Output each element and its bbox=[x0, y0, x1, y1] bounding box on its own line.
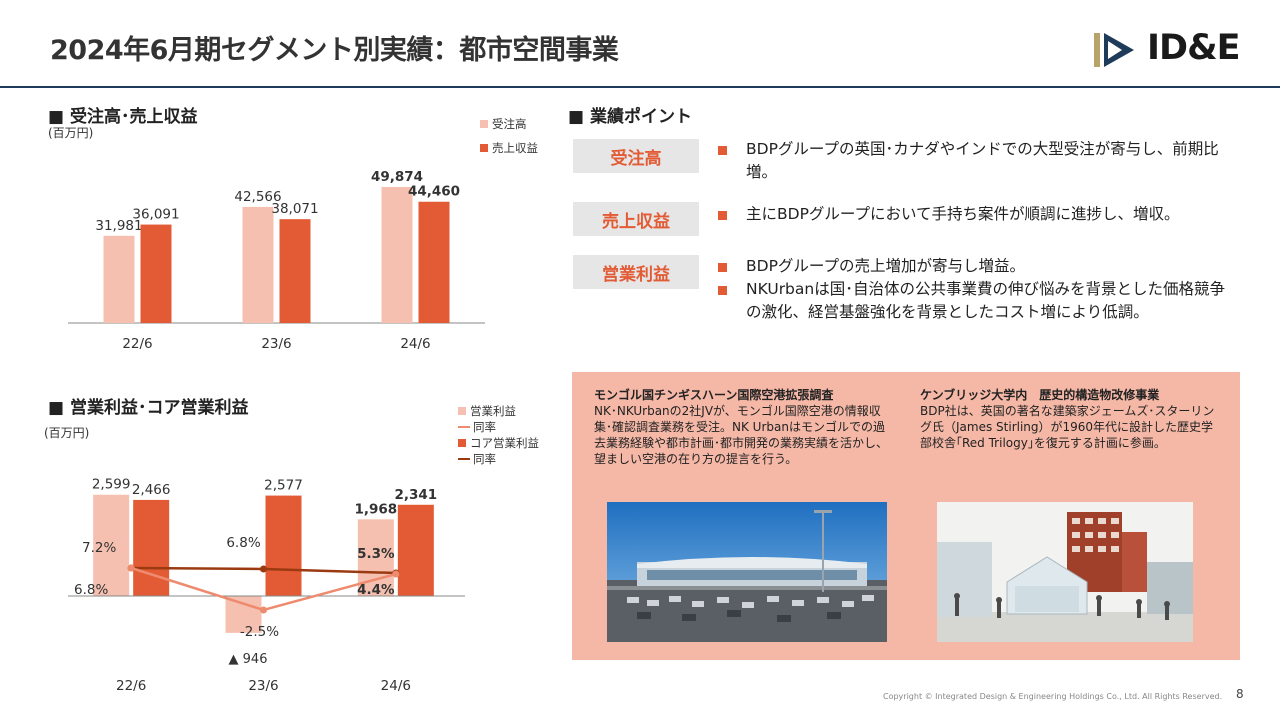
data-label: 2,341 bbox=[394, 487, 437, 503]
legend-swatch bbox=[480, 144, 488, 152]
case-title: モンゴル国チンギスハーン国際空港拡張調査 bbox=[594, 388, 834, 402]
copyright: Copyright © Integrated Design & Engineer… bbox=[883, 692, 1223, 701]
legend-label: 同率 bbox=[473, 452, 496, 466]
sales-bar bbox=[279, 219, 311, 323]
rate-point bbox=[260, 565, 267, 573]
orders-sales-heading: ■ 受注高･売上収益 bbox=[48, 107, 198, 127]
point-label-sales: 売上収益 bbox=[573, 202, 699, 236]
airport-photo bbox=[607, 502, 887, 642]
point-sales: 主にBDPグループにおいて手持ち案件が順調に進捗し、増収。 bbox=[718, 203, 1238, 226]
op-bar bbox=[93, 494, 130, 596]
cambridge-rendering bbox=[937, 502, 1193, 642]
bullet-icon bbox=[718, 146, 727, 155]
legend-sales: 売上収益 bbox=[480, 140, 538, 156]
legend-label: 受注高 bbox=[492, 117, 527, 131]
legend-swatch bbox=[458, 407, 466, 415]
profit-legend: 営業利益 同率 コア営業利益 同率 bbox=[458, 403, 539, 467]
legend-label: 売上収益 bbox=[492, 141, 538, 155]
sales-bar bbox=[140, 224, 172, 323]
profit-heading: ■ 営業利益･コア営業利益 bbox=[48, 398, 249, 418]
legend-label: 営業利益 bbox=[470, 404, 516, 418]
x-tick-label: 22/6 bbox=[122, 336, 152, 352]
title-divider bbox=[0, 86, 1280, 88]
orders-bar bbox=[103, 235, 135, 323]
data-label: 2,599 bbox=[92, 477, 131, 493]
x-tick-label: 24/6 bbox=[400, 336, 430, 352]
data-label: 2,466 bbox=[132, 482, 171, 498]
data-label: 2,577 bbox=[264, 478, 303, 494]
orders-sales-unit: (百万円) bbox=[48, 126, 94, 140]
data-label: 42,566 bbox=[234, 189, 281, 205]
point-orders: BDPグループの英国･カナダやインドでの大型受注が寄与し、前期比増。 bbox=[718, 138, 1238, 184]
op-bar bbox=[225, 596, 262, 633]
case-title: ケンブリッジ大学内 歴史的構造物改修事業 bbox=[920, 388, 1160, 402]
x-tick-label: 22/6 bbox=[116, 678, 146, 694]
case-cambridge: ケンブリッジ大学内 歴史的構造物改修事業 BDP社は、英国の著名な建築家ジェーム… bbox=[920, 387, 1215, 451]
core-bar bbox=[133, 499, 170, 596]
legend-label: コア営業利益 bbox=[470, 436, 539, 450]
data-label: 38,071 bbox=[271, 201, 318, 217]
rate-label: 7.2% bbox=[82, 540, 116, 556]
data-label: 31,981 bbox=[95, 218, 142, 234]
case-body: BDP社は、英国の著名な建築家ジェームズ･スターリング氏（James Stirl… bbox=[920, 404, 1215, 450]
point-label-orders: 受注高 bbox=[573, 139, 699, 173]
company-logo bbox=[1094, 33, 1134, 67]
legend-op-rate: 同率 bbox=[458, 419, 539, 435]
bullet-icon bbox=[718, 211, 727, 220]
point-text: 主にBDPグループにおいて手持ち案件が順調に進捗し、増収。 bbox=[746, 205, 1180, 223]
core-bar bbox=[397, 504, 434, 596]
legend-line bbox=[458, 458, 470, 460]
legend-line bbox=[458, 426, 470, 428]
legend-op: 営業利益 bbox=[458, 403, 539, 419]
x-tick-label: 23/6 bbox=[261, 336, 291, 352]
data-label: 49,874 bbox=[371, 169, 423, 185]
point-label-profit: 営業利益 bbox=[573, 255, 699, 289]
x-tick-label: 23/6 bbox=[248, 678, 278, 694]
x-tick-label: 24/6 bbox=[381, 678, 411, 694]
data-label: 36,091 bbox=[132, 207, 179, 223]
rate-point bbox=[260, 606, 267, 614]
point-profit-2: NKUrbanは国･自治体の公共事業費の伸び悩みを背景とした価格競争の激化、経営… bbox=[718, 278, 1238, 324]
data-label: 1,968 bbox=[354, 501, 397, 517]
legend-swatch bbox=[480, 120, 488, 128]
sales-bar bbox=[418, 201, 450, 323]
case-mongolia: モンゴル国チンギスハーン国際空港拡張調査 NK･NKUrbanの2社JVが、モン… bbox=[594, 387, 894, 467]
point-profit-1: BDPグループの売上増加が寄与し増益。 bbox=[718, 255, 1238, 278]
bullet-icon bbox=[718, 286, 727, 295]
data-label: 44,460 bbox=[408, 184, 460, 200]
page-title: 2024年6月期セグメント別実績：都市空間事業 bbox=[50, 35, 619, 66]
rate-label: 4.4% bbox=[357, 582, 395, 598]
rate-label: 6.8% bbox=[74, 582, 108, 598]
rate-label: 6.8% bbox=[226, 535, 260, 551]
orders-bar bbox=[242, 206, 274, 323]
rate-point bbox=[392, 570, 400, 578]
legend-core-rate: 同率 bbox=[458, 451, 539, 467]
legend-label: 同率 bbox=[473, 420, 496, 434]
legend-core: コア営業利益 bbox=[458, 435, 539, 451]
negative-value-label: ▲ 946 bbox=[229, 652, 268, 667]
legend-swatch bbox=[458, 439, 466, 447]
point-text: NKUrbanは国･自治体の公共事業費の伸び悩みを背景とした価格競争の激化、経営… bbox=[746, 280, 1225, 321]
core-bar bbox=[265, 495, 302, 596]
rate-point bbox=[127, 564, 135, 572]
rate-label: 5.3% bbox=[357, 546, 395, 562]
page-number: 8 bbox=[1236, 687, 1244, 701]
profit-unit: (百万円) bbox=[44, 426, 90, 440]
orders-bar bbox=[381, 186, 413, 323]
point-text: BDPグループの売上増加が寄与し増益。 bbox=[746, 257, 1025, 275]
orders-sales-legend: 受注高 売上収益 bbox=[480, 116, 538, 164]
point-text: BDPグループの英国･カナダやインドでの大型受注が寄与し、前期比増。 bbox=[746, 140, 1219, 181]
logo-text: ID&E bbox=[1147, 28, 1241, 68]
points-heading: ■ 業績ポイント bbox=[568, 107, 692, 127]
rate-label: -2.5% bbox=[240, 624, 279, 640]
legend-orders: 受注高 bbox=[480, 116, 538, 132]
bullet-icon bbox=[718, 263, 727, 272]
case-body: NK･NKUrbanの2社JVが、モンゴル国際空港の情報収集･確認調査業務を受注… bbox=[594, 404, 889, 466]
